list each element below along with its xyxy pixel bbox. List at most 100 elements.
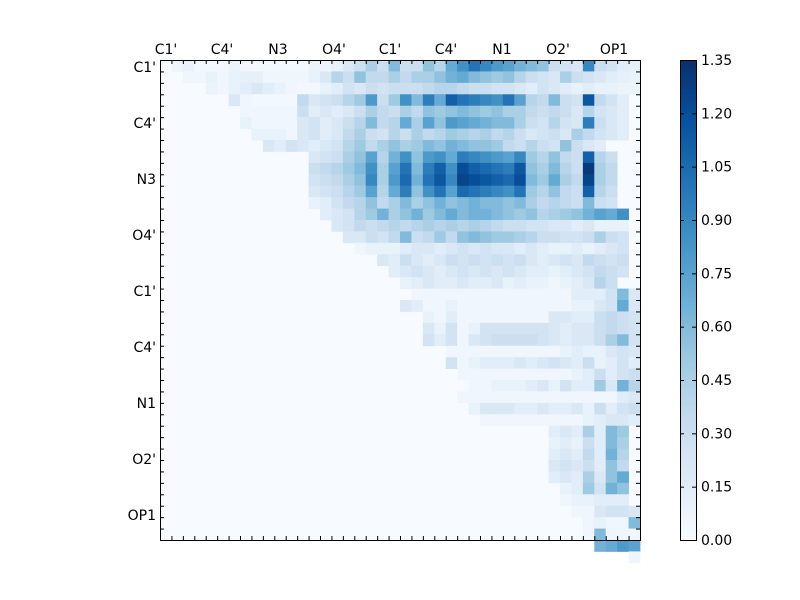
heatmap-cell [537, 151, 549, 164]
heatmap-cell [422, 128, 435, 141]
heatmap-cell [514, 380, 527, 392]
heatmap-cell [342, 231, 355, 244]
heatmap-cell [571, 448, 584, 461]
heatmap-cell [491, 140, 504, 152]
heatmap-cell [297, 128, 309, 141]
heatmap-cell [468, 94, 481, 107]
heatmap-cell [377, 174, 389, 187]
heatmap-cell [468, 265, 481, 278]
heatmap-cell [582, 185, 595, 198]
heatmap-cell [400, 128, 412, 141]
heatmap-cell [617, 540, 629, 552]
heatmap-cell [388, 71, 401, 84]
heatmap-cell [548, 128, 561, 141]
heatmap-cell [617, 128, 629, 141]
heatmap-cell [457, 288, 469, 301]
heatmap-cell [468, 391, 481, 404]
heatmap-cell [617, 322, 629, 335]
colorbar-tick-label: 0.45 [701, 373, 732, 389]
heatmap-cell [502, 174, 515, 187]
heatmap-cell [525, 197, 538, 209]
heatmap-cell [594, 540, 607, 552]
heatmap-cell [388, 128, 401, 141]
heatmap-cell [411, 197, 424, 209]
heatmap-cell [285, 128, 298, 141]
heatmap-cell [594, 220, 607, 232]
heatmap-cell [354, 105, 367, 118]
heatmap-cell [457, 117, 469, 129]
x-tick-label: N3 [268, 42, 287, 58]
heatmap-cell [502, 197, 515, 209]
heatmap-cell [308, 71, 321, 84]
heatmap-cell [285, 140, 298, 152]
heatmap-cell [628, 505, 641, 518]
heatmap-cell [582, 277, 595, 289]
heatmap-cell [537, 231, 549, 244]
heatmap-cell [342, 94, 355, 107]
heatmap-cell [285, 94, 298, 107]
heatmap-cell [480, 311, 492, 324]
heatmap-cell [594, 71, 607, 84]
heatmap-cell [525, 311, 538, 324]
heatmap-cell [468, 151, 481, 164]
heatmap-cell [571, 208, 584, 221]
heatmap-cell [320, 208, 332, 221]
heatmap-cell [514, 140, 527, 152]
heatmap-cell [468, 345, 481, 358]
heatmap-cell [502, 105, 515, 118]
heatmap-cell [560, 380, 572, 392]
heatmap-cell [365, 105, 378, 118]
heatmap-cell [594, 391, 607, 404]
heatmap-cell [457, 231, 469, 244]
heatmap-cell [571, 391, 584, 404]
heatmap-cell [537, 162, 549, 175]
x-tick-labels: C1' C4' N3 O4' C1' C4' N1 O2' OP1 [155, 42, 628, 58]
heatmap-cell [537, 242, 549, 255]
heatmap-cell [582, 494, 595, 507]
heatmap-cell [537, 357, 549, 369]
heatmap-cell [434, 174, 447, 187]
heatmap-cell [468, 60, 481, 72]
heatmap-cell [605, 242, 618, 255]
heatmap-cell [502, 334, 515, 347]
heatmap-cell [434, 105, 447, 118]
heatmap-cell [537, 71, 549, 84]
heatmap-cell [400, 265, 412, 278]
heatmap-cell [240, 94, 252, 107]
heatmap-cell [308, 94, 321, 107]
heatmap-cell [617, 517, 629, 529]
heatmap-cell [571, 402, 584, 415]
heatmap-cell [594, 185, 607, 198]
heatmap-cell [605, 197, 618, 209]
heatmap-cell [582, 220, 595, 232]
heatmap-cell [445, 357, 458, 369]
heatmap-cell [468, 162, 481, 175]
heatmap-cell [388, 117, 401, 129]
heatmap-cell [331, 208, 344, 221]
heatmap-cell [411, 288, 424, 301]
heatmap-cell [548, 254, 561, 267]
heatmap-cell [320, 117, 332, 129]
heatmap-cell [422, 231, 435, 244]
heatmap-cell [331, 151, 344, 164]
heatmap-cell [400, 151, 412, 164]
heatmap-cell [365, 231, 378, 244]
heatmap-cell [354, 117, 367, 129]
heatmap-cell [480, 391, 492, 404]
heatmap-cell [560, 460, 572, 472]
heatmap-cell [388, 140, 401, 152]
heatmap-cell [594, 402, 607, 415]
heatmap-cell [617, 254, 629, 267]
heatmap-cell [560, 402, 572, 415]
heatmap-cell [502, 265, 515, 278]
heatmap-cell [617, 242, 629, 255]
heatmap-cell [480, 322, 492, 335]
heatmap-cell [480, 82, 492, 95]
heatmap-cell [605, 448, 618, 461]
heatmap-cell [582, 162, 595, 175]
heatmap-cell [605, 334, 618, 347]
heatmap-cell [582, 208, 595, 221]
heatmap-cell [434, 322, 447, 335]
heatmap-cell [537, 368, 549, 381]
heatmap-cell [582, 311, 595, 324]
